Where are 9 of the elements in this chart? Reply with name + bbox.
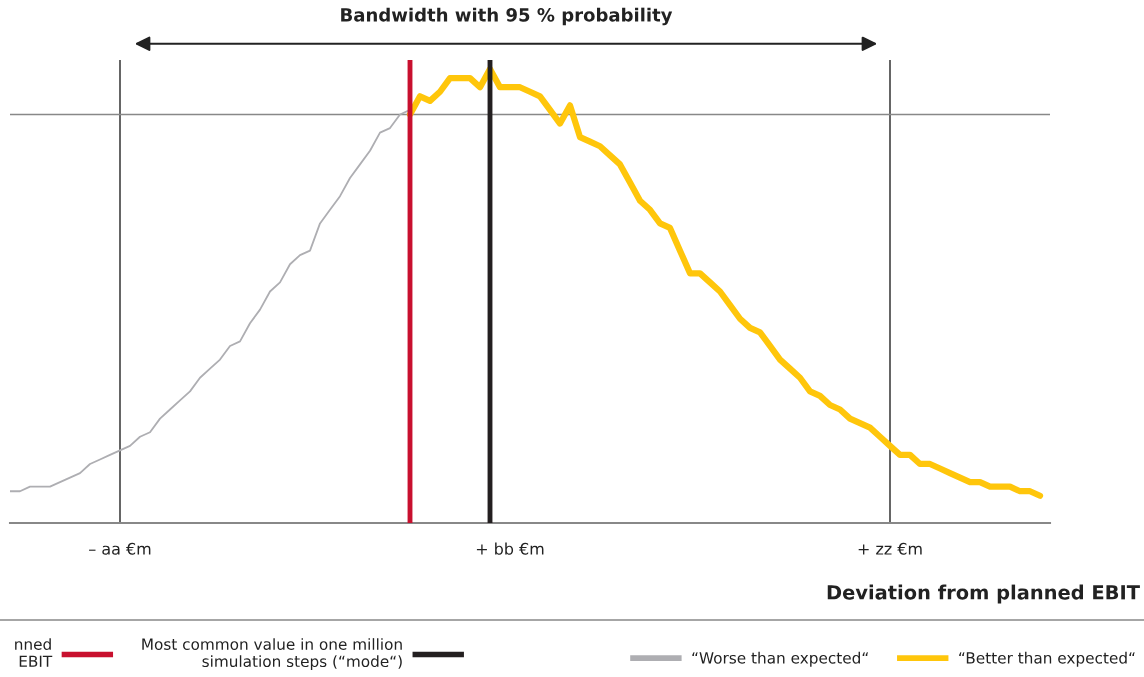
x-tick-label: + zz €m (858, 542, 922, 555)
legend-label: “Better than expected“ (959, 651, 1135, 667)
x-tick-label: + bb €m (476, 542, 544, 555)
legend-label: “Worse than expected“ (692, 651, 868, 667)
text: Bandwidth with 95 % probability (341, 7, 673, 26)
text: nned EBIT (15, 638, 53, 667)
x-tick-label: – aa €m (89, 542, 151, 555)
x-axis-title: Deviation from planned EBIT (827, 584, 1140, 604)
text: Most common value in one million simulation steps (“mode“) (142, 638, 402, 671)
